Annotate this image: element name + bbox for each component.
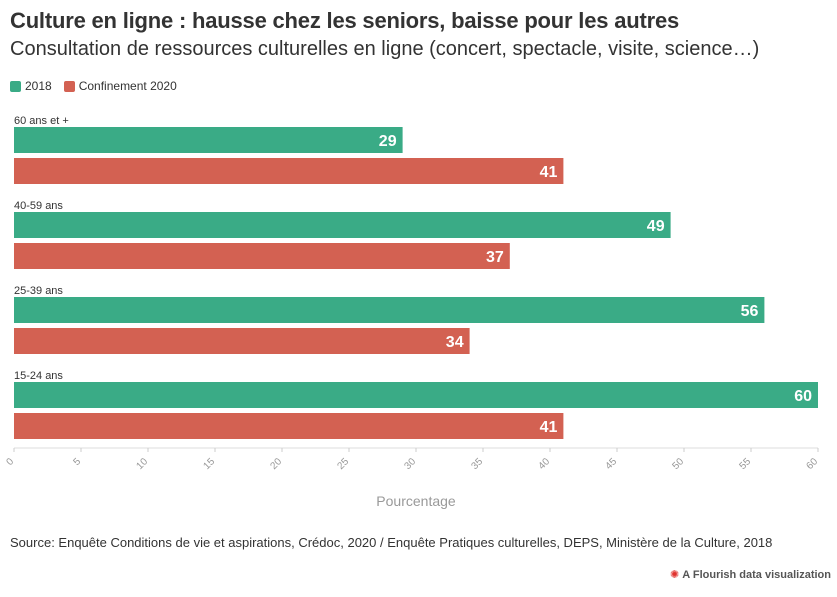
x-axis-title: Pourcentage (376, 493, 456, 509)
value-label-15-24-ans-confinement-2020: 41 (540, 419, 558, 436)
chart-title: Culture en ligne : hausse chez les senio… (10, 8, 680, 33)
legend-label-confinement-2020: Confinement 2020 (78, 79, 177, 93)
x-tick-label-45: 45 (603, 456, 619, 472)
value-label-60-ans-et-2018: 29 (379, 133, 397, 150)
source-note: Source: Enquête Conditions de vie et asp… (10, 535, 773, 550)
category-label-25-39-ans: 25-39 ans (14, 285, 63, 297)
legend-label-2018: 2018 (25, 79, 52, 93)
flourish-credit-label: A Flourish data visualization (682, 568, 831, 581)
flourish-credit-link[interactable]: ✺ A Flourish data visualization (670, 568, 831, 582)
category-label-60-ans-et: 60 ans et + (14, 115, 69, 127)
x-tick-label-20: 20 (268, 456, 284, 472)
x-tick-label-50: 50 (670, 456, 686, 472)
x-tick-label-0: 0 (4, 456, 16, 468)
value-label-25-39-ans-2018: 56 (741, 303, 759, 320)
chart-subtitle: Consultation de ressources culturelles e… (10, 38, 760, 60)
bar-40-59-ans-2018[interactable] (14, 212, 671, 238)
x-tick-label-30: 30 (402, 456, 418, 472)
legend-swatch-2018 (10, 80, 21, 92)
bar-40-59-ans-confinement-2020[interactable] (14, 243, 510, 269)
bar-15-24-ans-confinement-2020[interactable] (14, 413, 564, 439)
x-tick-label-15: 15 (201, 456, 217, 472)
value-label-40-59-ans-confinement-2020: 37 (486, 249, 504, 266)
category-label-40-59-ans: 40-59 ans (14, 200, 63, 212)
value-label-40-59-ans-2018: 49 (647, 218, 665, 235)
legend-item-2018[interactable]: 2018 (10, 79, 52, 93)
x-tick-label-55: 55 (737, 456, 753, 472)
chart-legend: 2018 Confinement 2020 (10, 79, 177, 93)
x-tick-label-10: 10 (134, 456, 150, 472)
x-tick-label-35: 35 (469, 456, 485, 472)
bar-60-ans-et-2018[interactable] (14, 127, 403, 153)
x-tick-label-5: 5 (71, 456, 83, 468)
value-label-60-ans-et-confinement-2020: 41 (540, 164, 558, 181)
bar-60-ans-et-confinement-2020[interactable] (14, 158, 564, 184)
bar-15-24-ans-2018[interactable] (14, 382, 818, 408)
x-tick-label-40: 40 (536, 456, 552, 472)
legend-item-confinement-2020[interactable]: Confinement 2020 (63, 79, 177, 93)
x-tick-label-60: 60 (804, 456, 820, 472)
x-tick-label-25: 25 (335, 456, 351, 472)
bar-chart: 60 ans et + 29 41 40-59 ans 49 37 25-39 ans 56 3… (4, 115, 820, 509)
flourish-icon: ✺ (670, 569, 680, 581)
value-label-15-24-ans-2018: 60 (794, 388, 812, 405)
value-label-25-39-ans-confinement-2020: 34 (446, 334, 464, 351)
category-label-15-24-ans: 15-24 ans (14, 370, 63, 382)
bar-25-39-ans-2018[interactable] (14, 297, 765, 323)
legend-swatch-confinement-2020 (63, 80, 75, 92)
bar-25-39-ans-confinement-2020[interactable] (14, 328, 470, 354)
